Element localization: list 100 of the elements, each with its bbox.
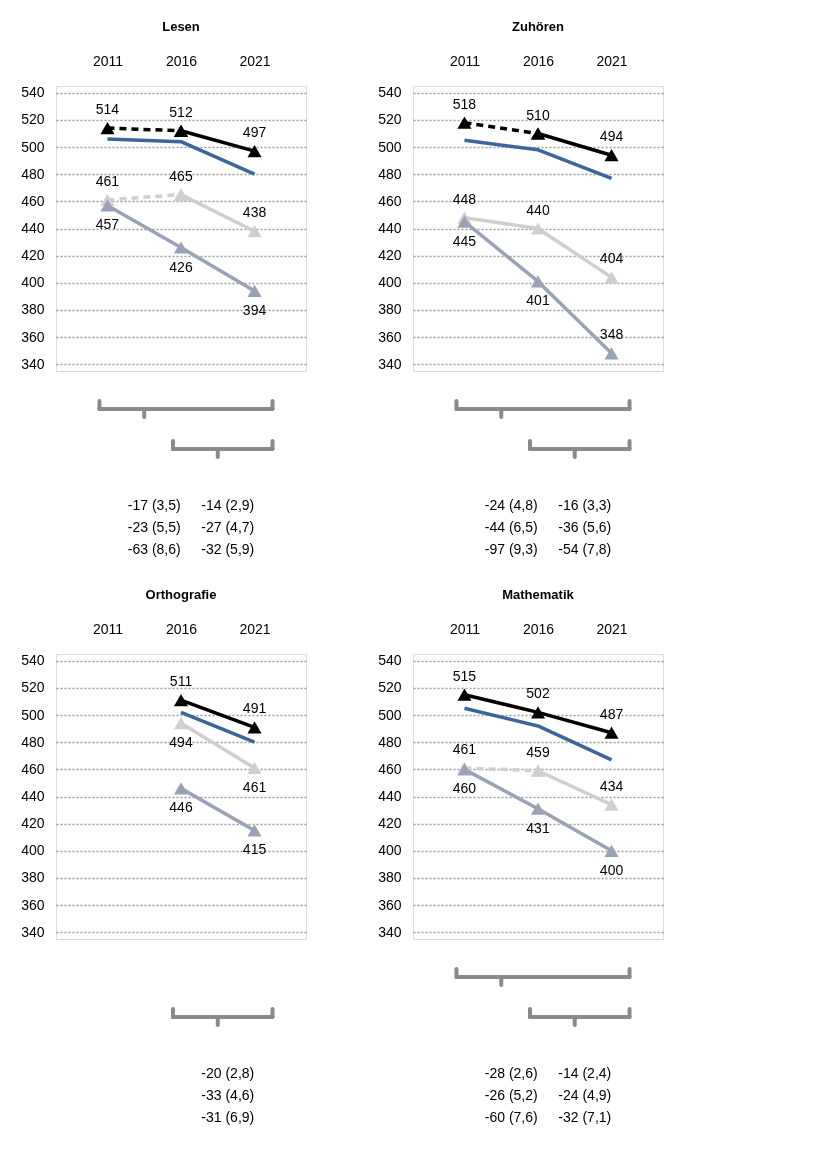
data-label: 502 xyxy=(526,685,550,702)
y-tick-label: 340 xyxy=(378,355,402,372)
chart-title: Orthografie xyxy=(145,587,217,602)
y-tick-label: 380 xyxy=(378,301,402,318)
data-label: 461 xyxy=(242,779,267,795)
data-label: 446 xyxy=(169,799,193,816)
y-tick-label: 500 xyxy=(378,706,402,723)
y-tick-label: 480 xyxy=(21,733,45,750)
data-label: 426 xyxy=(169,258,193,275)
y-tick-label: 540 xyxy=(378,652,402,669)
y-tick-label: 460 xyxy=(378,760,402,777)
y-tick-label: 440 xyxy=(21,788,45,804)
y-tick-label: 420 xyxy=(378,815,402,832)
x-tick-label: 2011 xyxy=(449,52,481,69)
y-tick-label: 440 xyxy=(378,220,402,236)
y-tick-label: 360 xyxy=(378,896,402,913)
data-label: 512 xyxy=(169,103,193,120)
data-label: 459 xyxy=(526,743,550,760)
data-label: 465 xyxy=(169,167,193,184)
y-tick-label: 380 xyxy=(21,869,45,886)
y-tick-label: 380 xyxy=(378,869,402,886)
x-tick-label: 2021 xyxy=(239,52,271,69)
data-label: 401 xyxy=(526,292,550,309)
data-label: 438 xyxy=(242,204,267,221)
y-tick-label: 520 xyxy=(378,679,402,696)
x-tick-label: 2016 xyxy=(165,620,198,637)
data-label: 457 xyxy=(95,216,120,233)
y-tick-label: 440 xyxy=(21,220,45,236)
y-tick-label: 380 xyxy=(21,301,45,318)
data-label: 348 xyxy=(599,326,624,343)
x-tick-label: 2011 xyxy=(449,620,481,637)
text: -17 (3,5) -23 (5,5) -63 (8,6) xyxy=(127,497,181,557)
data-label: 404 xyxy=(599,250,624,267)
y-tick-label: 540 xyxy=(21,652,45,669)
data-label: 497 xyxy=(242,124,267,141)
text: -14 (2,4) -24 (4,9) -32 (7,1) xyxy=(558,1065,612,1125)
y-tick-label: 460 xyxy=(378,192,402,209)
x-tick-label: 2016 xyxy=(165,52,198,69)
data-label: 394 xyxy=(242,301,267,318)
data-label: 515 xyxy=(452,667,477,684)
y-tick-label: 420 xyxy=(378,247,402,264)
y-tick-label: 360 xyxy=(21,896,45,913)
data-label: 510 xyxy=(526,106,550,123)
y-tick-label: 500 xyxy=(378,138,402,155)
y-tick-label: 360 xyxy=(378,328,402,345)
y-tick-label: 420 xyxy=(21,815,45,832)
x-tick-label: 2016 xyxy=(522,620,555,637)
y-tick-label: 480 xyxy=(21,165,45,182)
y-tick-label: 400 xyxy=(21,274,45,291)
text: -14 (2,9) -27 (4,7) -32 (5,9) xyxy=(201,497,255,557)
y-tick-label: 480 xyxy=(378,733,402,750)
data-label: 400 xyxy=(599,861,624,878)
chart-title: Mathematik xyxy=(502,587,575,602)
y-tick-label: 520 xyxy=(378,111,402,128)
data-label: 461 xyxy=(95,173,120,189)
y-tick-label: 480 xyxy=(378,165,402,182)
x-tick-label: 2011 xyxy=(92,52,124,69)
data-label: 494 xyxy=(169,734,193,751)
text: -20 (2,8) -33 (4,6) -31 (6,9) xyxy=(201,1065,255,1125)
y-tick-label: 340 xyxy=(21,355,45,372)
data-label: 511 xyxy=(169,673,193,690)
data-label: 461 xyxy=(452,741,477,757)
data-label: 514 xyxy=(95,101,120,118)
y-tick-label: 540 xyxy=(21,84,45,101)
data-label: 491 xyxy=(242,700,267,717)
data-label: 487 xyxy=(599,705,624,722)
y-tick-label: 540 xyxy=(378,84,402,101)
y-tick-label: 520 xyxy=(21,679,45,696)
y-tick-label: 420 xyxy=(21,247,45,264)
y-tick-label: 340 xyxy=(21,923,45,940)
y-tick-label: 340 xyxy=(378,923,402,940)
x-tick-label: 2016 xyxy=(522,52,555,69)
data-label: 448 xyxy=(452,190,477,207)
y-tick-label: 400 xyxy=(21,842,45,859)
y-tick-label: 400 xyxy=(378,842,402,859)
x-tick-label: 2021 xyxy=(596,52,628,69)
text: -28 (2,6) -26 (5,2) -60 (7,6) xyxy=(484,1065,538,1125)
text: -16 (3,3) -36 (5,6) -54 (7,8) xyxy=(558,497,612,557)
y-tick-label: 500 xyxy=(21,138,45,155)
data-label: 434 xyxy=(599,777,624,794)
chart-title: Zuhören xyxy=(512,19,565,34)
data-label: 445 xyxy=(452,232,477,249)
chart-title: Lesen xyxy=(162,19,200,34)
x-tick-label: 2011 xyxy=(92,620,124,637)
y-tick-label: 460 xyxy=(21,760,45,777)
data-label: 440 xyxy=(526,201,550,218)
data-label: 431 xyxy=(526,819,550,836)
y-tick-label: 440 xyxy=(378,788,402,804)
data-label: 518 xyxy=(452,95,477,112)
y-tick-label: 360 xyxy=(21,328,45,345)
y-tick-label: 520 xyxy=(21,111,45,128)
y-tick-label: 400 xyxy=(378,274,402,291)
data-label: 415 xyxy=(242,841,267,858)
text: -24 (4,8) -44 (6,5) -97 (9,3) xyxy=(484,497,538,557)
y-tick-label: 500 xyxy=(21,706,45,723)
x-tick-label: 2021 xyxy=(596,620,628,637)
data-label: 494 xyxy=(599,128,624,145)
x-tick-label: 2021 xyxy=(239,620,271,637)
data-label: 460 xyxy=(452,780,477,797)
y-tick-label: 460 xyxy=(21,192,45,209)
